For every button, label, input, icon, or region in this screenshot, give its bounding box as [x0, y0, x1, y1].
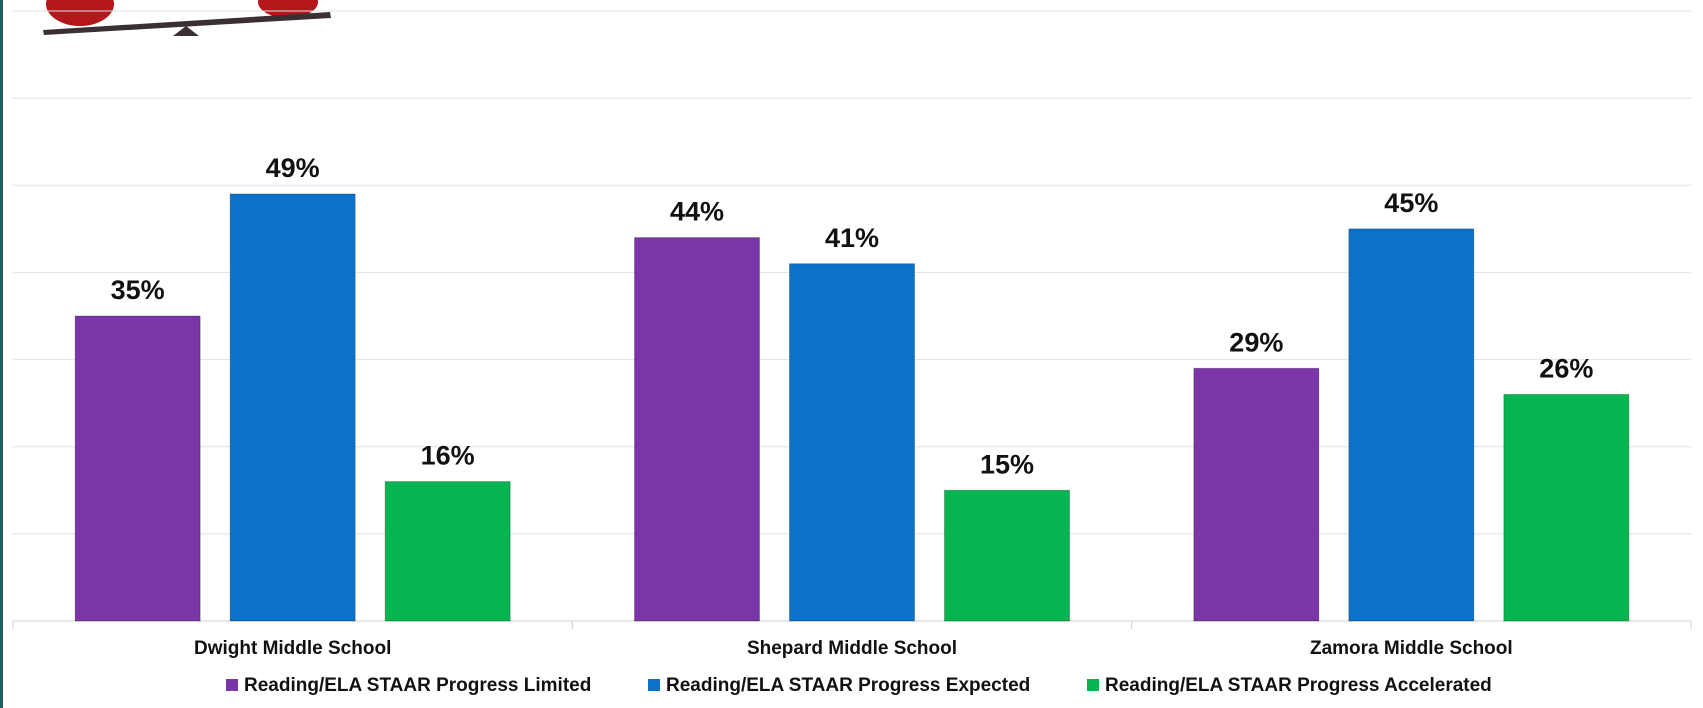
- x-tick-label: Dwight Middle School: [194, 638, 391, 659]
- data-label: 45%: [1384, 188, 1438, 218]
- legend-swatch: [226, 679, 238, 691]
- data-label: 29%: [1229, 327, 1283, 357]
- x-tick-label: Zamora Middle School: [1310, 638, 1513, 659]
- legend-swatch: [648, 679, 660, 691]
- x-tick-label: Shepard Middle School: [747, 638, 957, 659]
- bar: [229, 193, 356, 622]
- legend-entry: Reading/ELA STAAR Progress Accelerated: [1087, 675, 1492, 696]
- legend-label: Reading/ELA STAAR Progress Expected: [666, 675, 1030, 696]
- data-label: 35%: [111, 275, 165, 305]
- legend-swatch: [1087, 679, 1099, 691]
- data-label: 44%: [670, 197, 724, 227]
- data-label: 15%: [980, 449, 1034, 479]
- data-label: 26%: [1539, 354, 1593, 384]
- bar: [634, 237, 760, 622]
- bar: [384, 481, 511, 622]
- bar: [789, 263, 915, 622]
- bar: [1348, 228, 1475, 622]
- legend-label: Reading/ELA STAAR Progress Limited: [244, 675, 591, 696]
- data-label: 49%: [266, 153, 320, 183]
- legend-entry: Reading/ELA STAAR Progress Expected: [648, 675, 1030, 696]
- data-label: 41%: [825, 223, 879, 253]
- legend-label: Reading/ELA STAAR Progress Accelerated: [1105, 675, 1492, 696]
- legend-entry: Reading/ELA STAAR Progress Limited: [226, 675, 591, 696]
- apple-scale-illustration: [43, 0, 331, 36]
- bar: [944, 489, 1070, 622]
- bar: [1193, 367, 1320, 622]
- bar: [1503, 393, 1630, 622]
- data-label: 16%: [421, 441, 475, 471]
- bar: [74, 315, 201, 622]
- side-strip: [0, 0, 3, 708]
